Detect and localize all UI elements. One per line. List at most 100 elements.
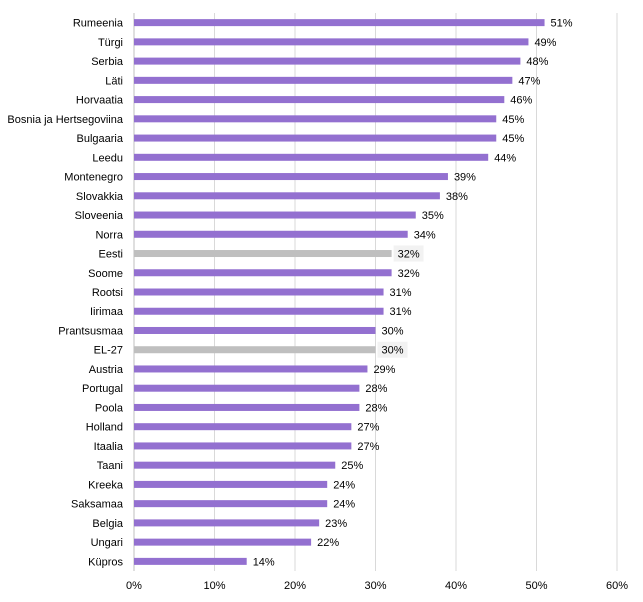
bar: [134, 365, 368, 373]
category-label: Rumeenia: [73, 18, 124, 30]
bar: [134, 307, 384, 315]
value-label: 14%: [253, 556, 275, 568]
value-label: 28%: [365, 402, 387, 414]
bar: [134, 500, 328, 508]
value-label: 45%: [502, 133, 524, 145]
bar: [134, 19, 545, 27]
bar: [134, 557, 247, 565]
category-label: Ungari: [91, 537, 123, 549]
x-tick-label: 0%: [126, 580, 142, 592]
bar: [134, 403, 360, 411]
value-label: 27%: [357, 422, 379, 434]
category-labels: Rumeenia Türgi Serbia Läti Horvaatia Bosnia j…: [7, 18, 123, 569]
category-label: Bulgaaria: [77, 133, 124, 145]
bar: [134, 326, 376, 334]
category-label: Poola: [95, 402, 124, 414]
value-label: 22%: [317, 537, 339, 549]
value-label: 32%: [398, 249, 420, 261]
x-tick-label: 20%: [284, 580, 306, 592]
value-label: 34%: [414, 229, 436, 241]
category-label: Kreeka: [88, 479, 124, 491]
category-label: EL-27: [94, 345, 123, 357]
category-label: Itaalia: [94, 441, 124, 453]
value-label-background: [377, 341, 408, 358]
category-label: Horvaatia: [76, 95, 124, 107]
category-label: Türgi: [98, 37, 123, 49]
category-label: Taani: [97, 460, 123, 472]
value-label: 29%: [373, 364, 395, 376]
bar: [134, 57, 521, 65]
category-label: Austria: [89, 364, 124, 376]
bar: [134, 423, 352, 431]
value-label: 31%: [390, 306, 412, 318]
bar: [134, 480, 328, 488]
value-label: 23%: [325, 518, 347, 530]
bar: [134, 134, 497, 142]
value-label: 24%: [333, 479, 355, 491]
category-label: Küpros: [88, 556, 123, 568]
bar: [134, 153, 489, 161]
x-tick-label: 60%: [606, 580, 628, 592]
value-label: 44%: [494, 152, 516, 164]
category-label: Iirimaa: [90, 306, 124, 318]
x-tick-label: 40%: [445, 580, 467, 592]
value-label: 38%: [446, 191, 468, 203]
x-tick-label: 30%: [364, 580, 386, 592]
value-label: 51%: [551, 18, 573, 30]
category-label: Bosnia ja Hertsegoviina: [7, 114, 123, 126]
bar: [134, 269, 392, 277]
category-label: Läti: [105, 75, 123, 87]
value-label: 25%: [341, 460, 363, 472]
category-label: Prantsusmaa: [58, 325, 124, 337]
category-label: Eesti: [99, 249, 123, 261]
category-label: Serbia: [91, 56, 124, 68]
bar: [134, 192, 440, 200]
bar: [134, 461, 336, 469]
bar: [134, 173, 448, 181]
value-label: 28%: [365, 383, 387, 395]
bar: [134, 519, 320, 527]
value-label: 47%: [518, 75, 540, 87]
bar: [134, 115, 497, 123]
bar: [134, 346, 376, 354]
value-label: 30%: [382, 345, 404, 357]
x-tick-label: 10%: [203, 580, 225, 592]
bar: [134, 250, 392, 258]
value-label: 30%: [382, 325, 404, 337]
category-label: Slovakkia: [76, 191, 124, 203]
x-tick-label: 50%: [525, 580, 547, 592]
bar: [134, 538, 312, 546]
bar: [134, 288, 384, 296]
bar: [134, 76, 513, 84]
bars: [134, 19, 545, 565]
category-label: Belgia: [92, 518, 123, 530]
category-label: Sloveenia: [75, 210, 124, 222]
bar: [134, 96, 505, 104]
value-label: 24%: [333, 499, 355, 511]
bar: [134, 230, 408, 238]
category-label: Saksamaa: [71, 499, 124, 511]
category-label: Montenegro: [64, 172, 123, 184]
value-label: 48%: [526, 56, 548, 68]
category-label: Norra: [95, 229, 123, 241]
category-label: Portugal: [82, 383, 123, 395]
value-label: 46%: [510, 95, 532, 107]
value-label: 45%: [502, 114, 524, 126]
value-label: 27%: [357, 441, 379, 453]
value-label-background: [393, 245, 424, 262]
category-label: Soome: [88, 268, 123, 280]
value-label: 31%: [390, 287, 412, 299]
category-label: Rootsi: [92, 287, 123, 299]
value-label: 39%: [454, 172, 476, 184]
category-label: Holland: [86, 422, 123, 434]
bar: [134, 211, 416, 219]
value-label: 32%: [398, 268, 420, 280]
value-label: 35%: [422, 210, 444, 222]
bar: [134, 38, 529, 46]
x-axis-ticks: 0% 10% 20% 30% 40% 50% 60%: [126, 580, 628, 592]
category-label: Leedu: [92, 152, 123, 164]
value-labels: 51% 49% 48% 47% 46% 45% 45% 44% 39% 38%35% 34% 32% 3…: [253, 18, 573, 569]
bar: [134, 442, 352, 450]
bar: [134, 384, 360, 392]
